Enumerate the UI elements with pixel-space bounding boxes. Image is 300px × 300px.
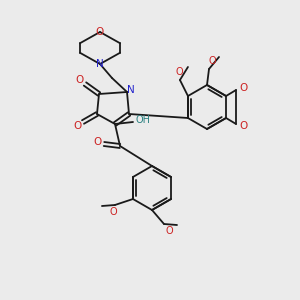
Text: O: O bbox=[75, 75, 83, 85]
Text: O: O bbox=[109, 207, 117, 217]
Text: O: O bbox=[175, 67, 183, 77]
Text: N: N bbox=[127, 85, 135, 95]
Text: O: O bbox=[93, 137, 101, 147]
Text: O: O bbox=[73, 121, 81, 131]
Text: N: N bbox=[96, 59, 104, 69]
Text: OH: OH bbox=[136, 115, 151, 125]
Text: O: O bbox=[165, 226, 173, 236]
Text: O: O bbox=[96, 27, 104, 37]
Text: O: O bbox=[208, 56, 216, 66]
Text: O: O bbox=[239, 121, 247, 131]
Text: O: O bbox=[239, 83, 247, 93]
